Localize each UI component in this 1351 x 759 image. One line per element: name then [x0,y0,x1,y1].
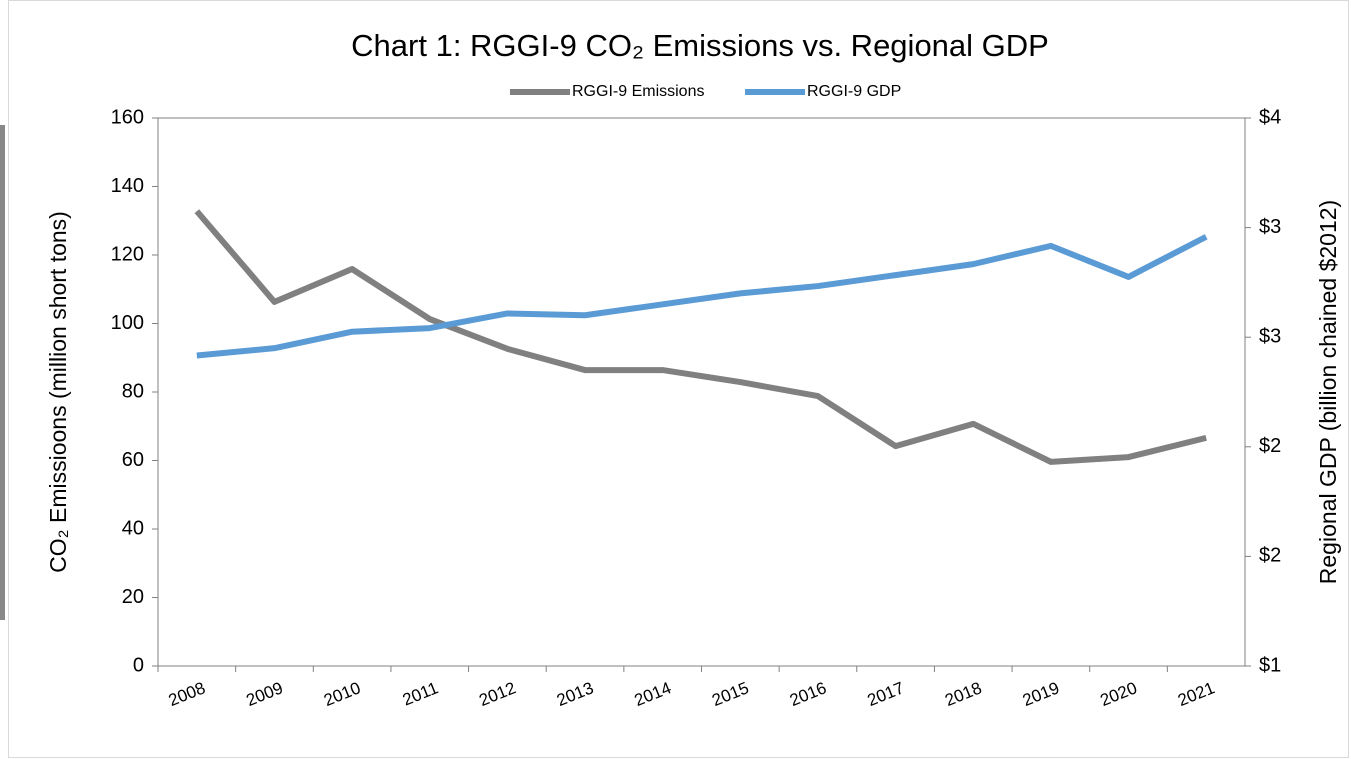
y-tick-label: 80 [122,380,144,402]
y2-axis-label: Regional GDP (billion chained $2012) [1315,200,1341,584]
y-tick-label: 160 [111,106,144,128]
y-tick-label: 60 [122,449,144,471]
y2-tick-label: $2 [1259,435,1281,457]
x-tick-label: 2015 [709,678,751,710]
chart-title: Chart 1: RGGI-9 CO₂ Emissions vs. Region… [351,28,1049,63]
series-line [194,209,1207,465]
y-tick-label: 20 [122,586,144,608]
y-tick-label: 40 [122,517,144,539]
x-tick-label: 2012 [476,678,518,710]
x-tick-label: 2019 [1020,678,1062,710]
x-tick-label: 2008 [166,678,208,710]
edge-bar [0,125,5,620]
y2-tick-label: $2 [1259,545,1281,567]
x-tick-label: 2009 [243,678,285,710]
x-tick-label: 2010 [321,678,363,710]
x-tick-label: 2016 [787,678,829,710]
series-line [196,234,1208,359]
x-tick-label: 2018 [942,678,984,710]
y2-tick-label: $1 [1259,654,1281,676]
y2-tick-label: $3 [1259,216,1281,238]
y-axis-label: CO₂ Emissioons (million short tons) [45,211,71,573]
x-tick-label: 2014 [632,678,674,710]
y-tick-label: 120 [111,243,144,265]
legend-label: RGGI-9 Emissions [572,83,704,100]
y-tick-label: 140 [111,175,144,197]
x-tick-label: 2013 [554,678,596,710]
x-tick-label: 2020 [1098,678,1140,710]
y-tick-label: 100 [111,312,144,334]
y2-tick-label: $3 [1259,325,1281,347]
y-tick-label: 0 [133,654,144,676]
x-tick-label: 2017 [865,678,907,710]
chart-border [8,0,1349,758]
y2-tick-label: $4 [1259,106,1281,128]
legend-label: RGGI-9 GDP [807,83,901,100]
x-tick-label: 2011 [400,678,441,709]
plot-area [157,117,1246,667]
x-tick-label: 2021 [1175,678,1217,710]
